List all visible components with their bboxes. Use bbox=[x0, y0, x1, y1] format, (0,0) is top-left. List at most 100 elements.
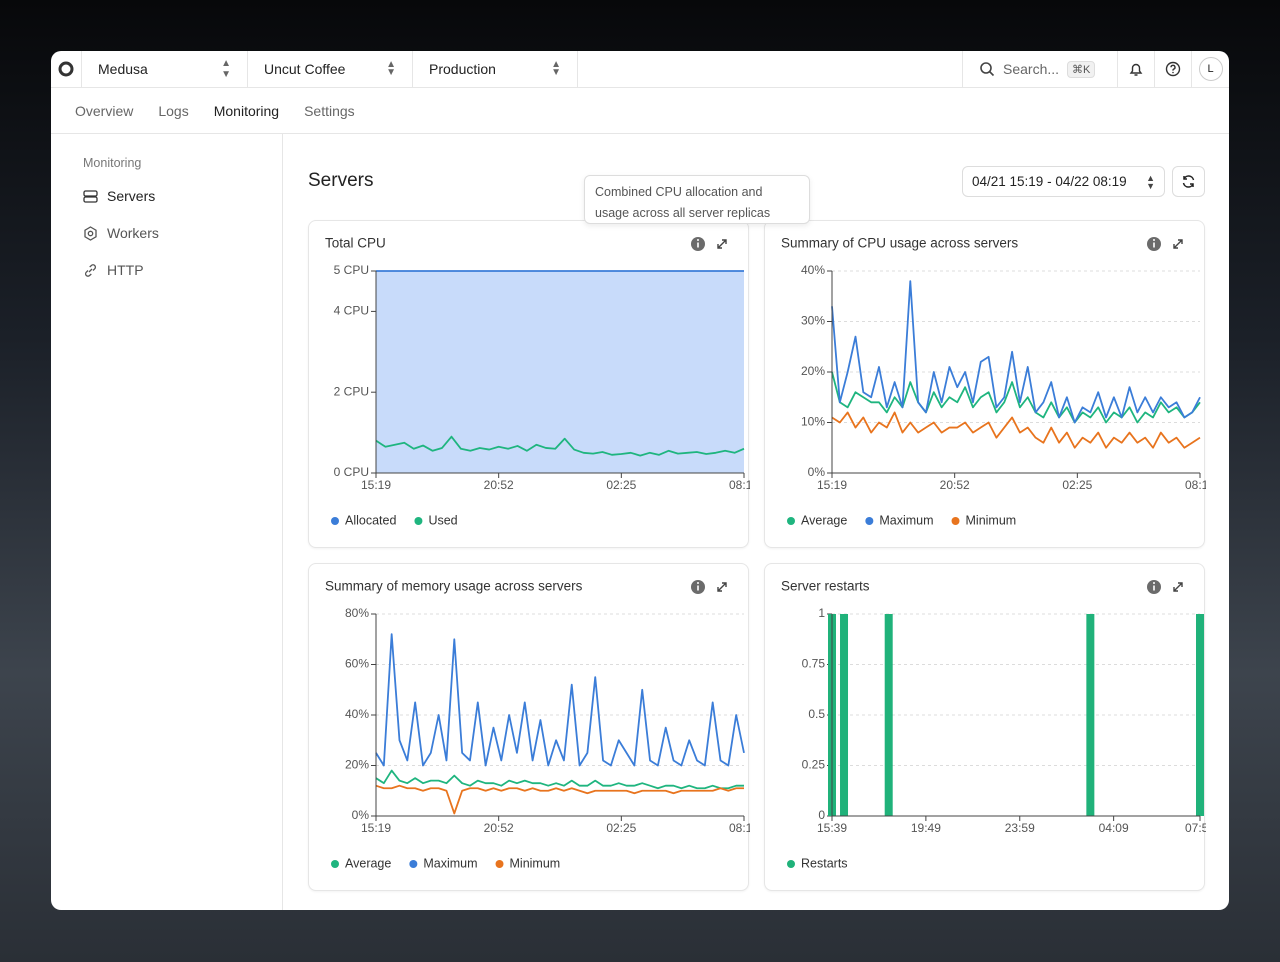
info-button[interactable] bbox=[691, 580, 705, 594]
date-range[interactable]: 04/21 15:19 - 04/22 08:19 ▲ ▼ bbox=[962, 166, 1165, 197]
y-tick-label: 80% bbox=[345, 606, 369, 620]
selector[interactable]: Uncut Coffee ▲ ▼ bbox=[248, 51, 413, 87]
chart-card: Summary of CPU usage across servers 0% 10%… bbox=[764, 220, 1206, 548]
tab[interactable]: Logs bbox=[158, 102, 189, 119]
y-tick-label: 0.5 bbox=[808, 707, 825, 721]
expand-button[interactable] bbox=[717, 239, 727, 249]
x-tick-label: 15:19 bbox=[361, 478, 391, 492]
y-tick-label: 4 CPU bbox=[334, 304, 369, 318]
chart: Server restarts 0 0.25 0.5 0.75 1 15:39 19:49 23… bbox=[781, 579, 1206, 871]
help[interactable] bbox=[1155, 51, 1192, 87]
info-icon bbox=[697, 582, 699, 584]
info-button[interactable] bbox=[691, 237, 705, 251]
search-icon bbox=[980, 62, 995, 77]
y-tick-label: 60% bbox=[345, 657, 369, 671]
avatar: L bbox=[1198, 57, 1223, 81]
sidebar-heading: Monitoring bbox=[83, 156, 142, 170]
selector[interactable]: Production ▲ ▼ bbox=[413, 51, 578, 87]
y-tick-label: 0.25 bbox=[802, 758, 826, 772]
search[interactable]: Search... ⌘K bbox=[962, 51, 1118, 87]
info-button[interactable] bbox=[1147, 237, 1161, 251]
chart: Total CPU 0 CPU 2 CPU 4 CPU 5 CPU 15:19 20:52 0… bbox=[325, 236, 750, 528]
expand-button[interactable] bbox=[1173, 582, 1183, 592]
x-tick-label: 02:25 bbox=[606, 478, 636, 492]
info-icon bbox=[697, 242, 699, 248]
sidebar-item[interactable]: HTTP bbox=[83, 262, 144, 278]
expand-button[interactable] bbox=[717, 582, 727, 592]
x-tick-label: 02:25 bbox=[606, 821, 636, 835]
refresh-button[interactable] bbox=[1172, 166, 1205, 197]
tab-active[interactable]: Monitoring bbox=[213, 102, 280, 119]
chart-title: Total CPU bbox=[325, 236, 386, 251]
info-icon bbox=[1153, 582, 1155, 584]
selector[interactable]: Medusa ▲ ▼ bbox=[82, 51, 248, 87]
logo-icon bbox=[58, 61, 74, 77]
info-icon bbox=[1153, 239, 1155, 241]
bar bbox=[1086, 614, 1095, 816]
info-icon bbox=[697, 585, 699, 591]
legend-swatch bbox=[495, 860, 504, 868]
legend-label: Allocated bbox=[345, 513, 396, 527]
top-bar: Medusa ▲ ▼ Uncut Coffee ▲ ▼ Production ▲ ▼ Sea… bbox=[51, 51, 1229, 88]
x-tick-label: 20:52 bbox=[940, 478, 970, 492]
legend-label: Minimum bbox=[966, 513, 1017, 527]
bell-icon bbox=[1129, 63, 1143, 76]
line bbox=[375, 633, 745, 767]
account[interactable]: L bbox=[1192, 51, 1229, 87]
info-button[interactable] bbox=[1147, 580, 1161, 594]
bar bbox=[884, 614, 893, 816]
chart-card: Total CPU 0 CPU 2 CPU 4 CPU 5 CPU 15:19 20:52 0… bbox=[308, 220, 750, 548]
tab[interactable]: Overview bbox=[75, 102, 134, 119]
chevron: ▲ ▼ bbox=[386, 59, 396, 78]
y-tick-label: 0.75 bbox=[802, 657, 826, 671]
x-tick-label: 07:59 bbox=[1185, 821, 1206, 835]
logo[interactable] bbox=[51, 51, 82, 87]
legend-label: Restarts bbox=[801, 856, 848, 870]
line bbox=[831, 411, 1201, 449]
line bbox=[375, 769, 744, 790]
info-icon bbox=[697, 239, 699, 241]
line bbox=[831, 280, 1201, 424]
tab[interactable]: Settings bbox=[304, 102, 355, 119]
legend-label: Average bbox=[345, 856, 391, 870]
legend-swatch bbox=[951, 517, 960, 525]
sidebar-label: HTTP bbox=[107, 262, 144, 278]
tooltip: Combined CPU allocation and usage across… bbox=[584, 175, 810, 224]
gear-icon bbox=[84, 225, 97, 241]
y-tick-label: 5 CPU bbox=[334, 263, 369, 277]
legend-swatch bbox=[409, 860, 418, 868]
line bbox=[375, 435, 745, 457]
x-tick-label: 08:19 bbox=[729, 478, 750, 492]
x-tick-label: 20:52 bbox=[484, 478, 514, 492]
x-tick-label: 23:59 bbox=[1005, 821, 1035, 835]
legend-swatch bbox=[787, 860, 795, 868]
sidebar-label: Servers bbox=[107, 188, 156, 204]
x-tick-label: 15:19 bbox=[361, 821, 391, 835]
y-tick-label: 20% bbox=[345, 758, 369, 772]
line bbox=[831, 371, 1201, 424]
x-tick-label: 08:19 bbox=[729, 821, 750, 835]
tabs: Overview Logs Monitoring Settings bbox=[75, 88, 355, 133]
x-tick-label: 04:09 bbox=[1099, 821, 1129, 835]
legend-swatch bbox=[865, 517, 874, 525]
notifications[interactable] bbox=[1118, 51, 1155, 87]
search-placeholder: Search... bbox=[1003, 61, 1060, 77]
sidebar-item[interactable]: Servers bbox=[83, 188, 155, 204]
legend-swatch bbox=[331, 860, 339, 868]
date-range-label: 04/21 15:19 - 04/22 08:19 bbox=[972, 174, 1127, 189]
y-tick-label: 0 CPU bbox=[334, 465, 369, 479]
help-icon bbox=[1165, 61, 1181, 77]
sidebar: Monitoring Servers Workers HTTP bbox=[51, 134, 283, 910]
legend-swatch bbox=[787, 517, 795, 525]
y-tick-label: 10% bbox=[801, 415, 825, 429]
sidebar-item[interactable]: Workers bbox=[83, 225, 159, 241]
info-icon bbox=[1153, 242, 1155, 248]
x-tick-label: 20:52 bbox=[484, 821, 514, 835]
x-tick-label: 02:25 bbox=[1062, 478, 1092, 492]
chart-title: Server restarts bbox=[781, 579, 870, 594]
y-tick-label: 0% bbox=[352, 808, 370, 822]
chevron: ▲ ▼ bbox=[1146, 172, 1155, 191]
expand-button[interactable] bbox=[1173, 239, 1183, 249]
window: Medusa ▲ ▼ Uncut Coffee ▲ ▼ Production ▲ ▼ Sea… bbox=[51, 51, 1229, 910]
chevron: ▲ ▼ bbox=[221, 58, 231, 80]
